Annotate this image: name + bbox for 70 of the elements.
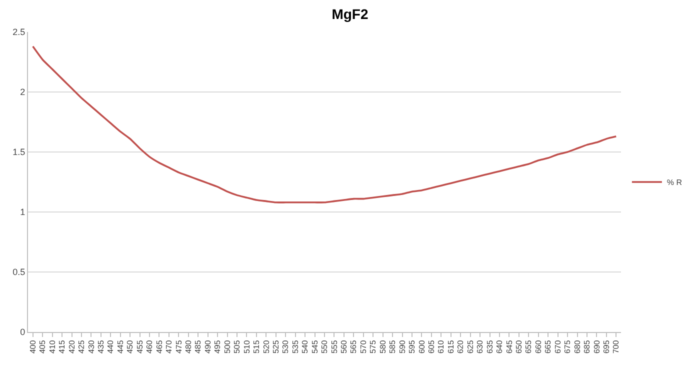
x-tick-label: 510 [242, 340, 252, 354]
x-tick-label: 675 [563, 340, 572, 354]
x-tick-label: 465 [154, 340, 164, 354]
legend-label: % R [666, 178, 682, 188]
x-tick-label: 530 [281, 340, 290, 354]
x-tick-label: 460 [145, 340, 154, 354]
x-tick-label: 625 [466, 340, 475, 354]
x-tick-label: 475 [174, 340, 184, 354]
y-tick-label: 2 [20, 87, 26, 98]
x-tick-label: 550 [320, 340, 330, 354]
x-tick-label: 620 [456, 340, 466, 354]
x-tick-label: 575 [368, 340, 378, 354]
y-tick-label: 0 [20, 327, 26, 338]
x-tick-label: 500 [222, 340, 232, 354]
x-tick-label: 610 [436, 340, 446, 354]
x-tick-label: 660 [534, 340, 543, 354]
x-tick-label: 420 [67, 340, 76, 354]
x-tick-label: 590 [398, 340, 407, 354]
line-series [32, 46, 618, 204]
x-tick-label: 425 [77, 340, 86, 354]
x-tick-label: 605 [427, 340, 436, 354]
x-tick-label: 525 [271, 340, 280, 354]
x-tick-label: 445 [116, 340, 125, 354]
x-tick-label: 515 [252, 340, 262, 354]
x-tick-label: 630 [476, 340, 485, 354]
x-tick-label: 545 [310, 340, 320, 354]
x-tick-label: 540 [300, 340, 310, 354]
x-tick-label: 570 [358, 340, 368, 354]
x-tick-label: 670 [553, 340, 562, 354]
x-tick-label: 690 [592, 340, 602, 354]
x-tick-label: 585 [388, 340, 398, 354]
x-tick-label: 595 [408, 340, 417, 354]
x-tick-label: 440 [106, 340, 116, 354]
x-tick-label: 410 [48, 340, 57, 354]
x-tick-label: 580 [378, 340, 388, 354]
x-tick-label: 485 [194, 340, 203, 354]
x-tick-label: 700 [612, 340, 621, 354]
x-tick-label: 405 [38, 340, 48, 354]
y-tick-label: 0.5 [12, 267, 26, 278]
x-tick-label: 480 [184, 340, 193, 354]
x-tick-label: 600 [417, 340, 426, 354]
x-tick-label: 535 [290, 340, 300, 354]
x-tick-label: 430 [86, 340, 96, 354]
x-tick-label: 555 [330, 340, 339, 354]
x-tick-label: 455 [135, 340, 144, 354]
x-tick-label: 505 [232, 340, 242, 354]
x-tick-label: 490 [203, 340, 212, 354]
x-tick-label: 400 [28, 340, 38, 354]
x-tick-label: 615 [446, 340, 456, 354]
x-tick-label: 435 [96, 340, 106, 354]
x-tick-label: 415 [58, 340, 67, 354]
x-tick-label: 560 [340, 340, 349, 354]
x-tick-label: 640 [495, 340, 504, 354]
x-tick-label: 655 [524, 340, 534, 354]
x-tick-label: 470 [164, 340, 174, 354]
x-tick-label: 520 [262, 340, 271, 354]
x-tick-label: 635 [485, 340, 494, 354]
x-tick-label: 645 [504, 340, 514, 354]
x-tick-label: 650 [514, 340, 524, 354]
y-tick-label: 2.5 [12, 27, 26, 38]
x-tick-label: 450 [126, 340, 135, 354]
x-tick-label: 665 [544, 340, 553, 354]
x-tick-label: 695 [602, 340, 612, 354]
x-tick-label: 680 [572, 340, 582, 354]
y-tick-label: 1.5 [12, 147, 26, 158]
x-tick-label: 565 [349, 340, 358, 354]
x-tick-label: 495 [213, 340, 222, 354]
x-tick-label: 685 [582, 340, 592, 354]
y-tick-label: 1 [20, 207, 26, 218]
chart-title: MgF2 [332, 6, 368, 22]
